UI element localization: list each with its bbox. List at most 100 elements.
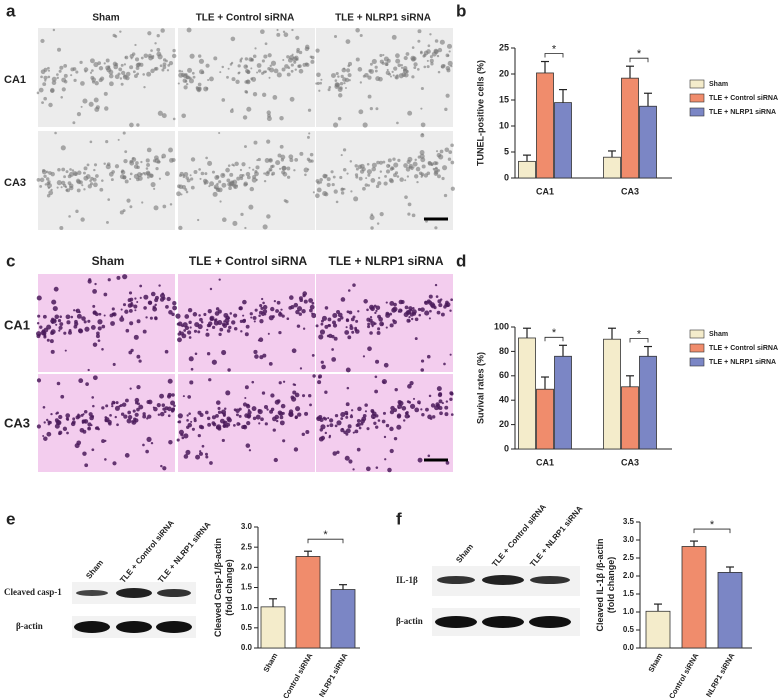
cell [83, 320, 87, 324]
cell [332, 313, 338, 319]
cell [203, 182, 207, 185]
cell [191, 427, 195, 431]
cell [216, 187, 219, 191]
cell [349, 160, 353, 163]
cell [209, 76, 214, 82]
cell [66, 431, 69, 435]
cell [427, 454, 431, 458]
cell [177, 413, 183, 419]
cell [244, 332, 249, 337]
cell [324, 390, 328, 394]
cell [56, 381, 61, 386]
cell [193, 329, 198, 333]
cell [161, 403, 166, 407]
cell [211, 359, 217, 365]
cell [366, 427, 370, 431]
cell [37, 314, 41, 318]
cell [275, 160, 281, 166]
cell [254, 308, 258, 312]
cell [277, 153, 282, 158]
cell [43, 75, 48, 80]
cell [342, 168, 347, 172]
legend-label: TLE + NLRP1 siRNA [709, 359, 776, 366]
cell [424, 300, 428, 304]
cell [371, 58, 377, 64]
cell [221, 217, 227, 223]
cell [197, 330, 201, 334]
cell [130, 57, 133, 60]
cell [346, 172, 349, 175]
cell [293, 169, 296, 172]
significance-bracket [544, 53, 564, 58]
cell [235, 79, 240, 84]
cell [276, 28, 279, 32]
cell [412, 161, 418, 167]
panel-label: d [456, 251, 466, 270]
cell [270, 165, 274, 169]
cell [340, 191, 345, 195]
cell [218, 180, 222, 184]
cell [236, 176, 241, 181]
micrograph [316, 28, 453, 127]
cell [228, 186, 232, 191]
cell [229, 312, 233, 315]
cell [171, 312, 175, 317]
cell [287, 66, 291, 70]
cell [207, 79, 210, 82]
cell [256, 71, 259, 74]
cell [114, 74, 120, 80]
cell [345, 318, 350, 323]
cell [207, 422, 212, 427]
cell [160, 464, 163, 468]
cell [47, 69, 51, 72]
cell [187, 67, 193, 73]
cell [57, 168, 61, 172]
cell [447, 60, 453, 66]
cell [241, 162, 246, 167]
cell [294, 415, 299, 419]
cell [402, 66, 408, 71]
cell [83, 409, 88, 414]
cell [413, 66, 417, 70]
cell [392, 157, 396, 161]
cell [113, 64, 119, 70]
cell [256, 63, 262, 68]
cell [40, 75, 43, 79]
cell [76, 112, 82, 117]
cell [397, 406, 400, 409]
cell [115, 401, 119, 405]
cell [132, 409, 136, 413]
cell [122, 274, 128, 280]
cell [430, 403, 436, 408]
cell [223, 320, 226, 323]
significance-bracket [629, 57, 649, 63]
cell [344, 330, 350, 335]
cell [398, 73, 404, 79]
y-tick-label: 1.0 [623, 607, 635, 616]
cell [445, 300, 449, 305]
cell [416, 68, 420, 71]
cell [98, 312, 102, 316]
cell [57, 319, 62, 323]
cell [200, 171, 205, 176]
legend-label: TLE + Control siRNA [709, 345, 778, 352]
cell [53, 319, 57, 322]
cell [92, 375, 98, 381]
cell [347, 335, 352, 340]
cell [188, 336, 192, 339]
cell [124, 309, 129, 314]
cell [389, 300, 395, 306]
cell [74, 321, 79, 327]
cell [264, 158, 270, 163]
cell [129, 297, 134, 302]
cell [128, 291, 133, 295]
cell [184, 325, 190, 331]
cell [142, 412, 146, 416]
cell [255, 165, 260, 170]
cell [170, 400, 176, 406]
cell [409, 312, 414, 317]
cell [146, 400, 151, 405]
cell [429, 417, 433, 420]
cell [435, 295, 439, 298]
cell [93, 168, 96, 172]
